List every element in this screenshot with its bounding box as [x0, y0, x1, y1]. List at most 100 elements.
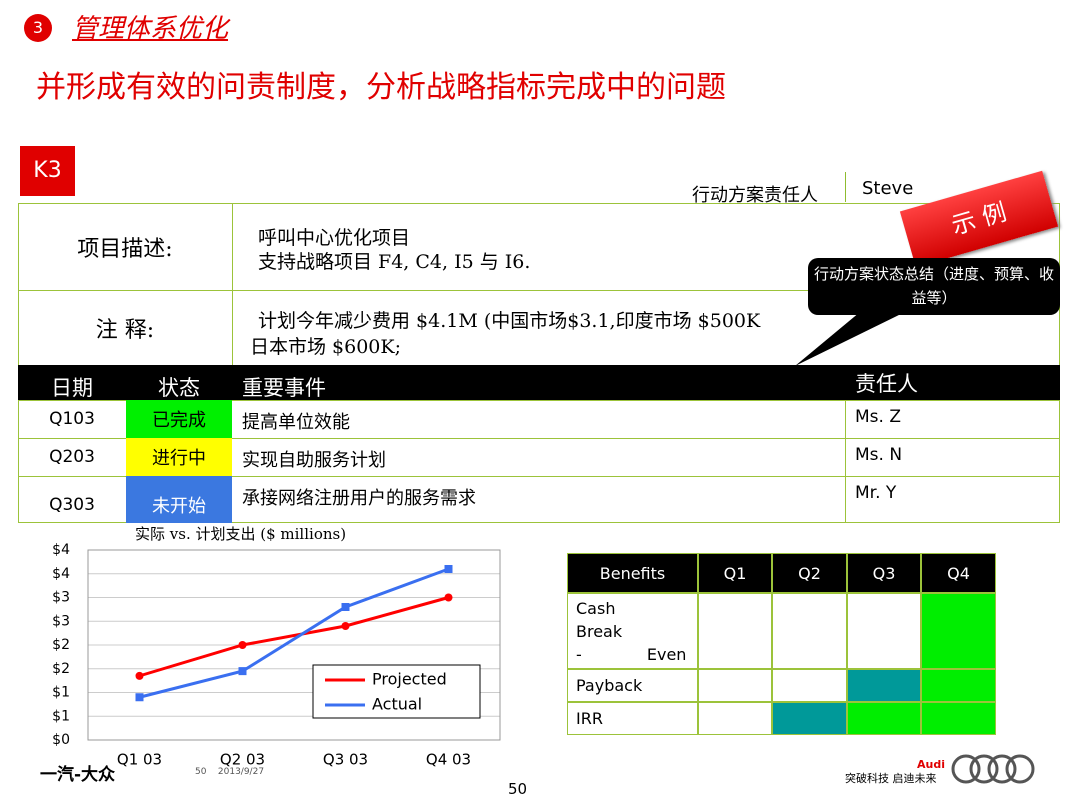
benefit-cell: [698, 593, 772, 669]
row-line: [18, 400, 1060, 401]
benefit-cell: [921, 702, 996, 735]
point: [341, 603, 350, 611]
y-tick-label: $4: [52, 566, 70, 582]
logo-rings: [951, 754, 1035, 784]
page-number: 50: [508, 780, 528, 798]
y-tick-label: $1: [52, 708, 70, 724]
legend-label: Projected: [372, 670, 447, 689]
point: [135, 693, 144, 702]
callout-text: 行动方案状态总结（进度、预算、收益等）: [813, 265, 1054, 307]
y-tick-label: $4: [52, 542, 70, 558]
header-cell: Q4: [921, 553, 996, 593]
row-text: 呼叫中心优化项目 支持战略项目 F4, C4, I5 与 I6.: [258, 226, 530, 274]
header-cell: 重要事件: [242, 375, 326, 400]
event: 承接网络注册用户的服务需求: [242, 488, 476, 509]
point: [135, 671, 144, 680]
header-cell: Q2: [772, 553, 847, 593]
logo-text: Audi: [917, 758, 945, 771]
point: [238, 667, 247, 676]
event: 提高单位效能: [242, 412, 350, 433]
line: 计划今年减少费用 $4.1M (中国市场$3.1,印度市场 $500K: [258, 310, 761, 332]
y-tick-label: $1: [52, 685, 70, 701]
header-cell: 日期: [51, 375, 93, 400]
brand: 一汽-大众: [40, 765, 116, 785]
header-row: [18, 365, 1060, 400]
owner-name: Steve: [862, 178, 914, 199]
project-table: [18, 203, 1060, 523]
status: 已完成: [126, 400, 232, 438]
point: [238, 641, 247, 649]
header-cell: Benefits: [567, 553, 698, 593]
point: [444, 565, 453, 573]
header-cell: Q1: [698, 553, 772, 593]
line: 支持战略项目 F4, C4, I5 与 I6.: [258, 251, 531, 273]
col-line: [232, 203, 233, 365]
line: 日本市场 $600K;: [250, 336, 401, 358]
row-name: Cash Break - Even: [567, 593, 698, 669]
benefit-cell: [772, 593, 847, 669]
benefit-cell: [772, 702, 847, 735]
x-tick-label: Q1 03: [117, 751, 162, 769]
owner: Ms. Z: [855, 407, 901, 427]
row-line: [18, 476, 1060, 477]
callout-pointer: [795, 312, 905, 366]
series-line: [139, 596, 449, 678]
row-text: 计划今年减少费用 $4.1M (中国市场$3.1,印度市场 $500K 日本市场 …: [250, 308, 760, 360]
row-name: IRR: [567, 702, 698, 735]
section-title: 管理体系优化: [72, 14, 229, 44]
section-number: 3: [24, 14, 52, 42]
date: Q103: [49, 409, 95, 429]
point: [444, 593, 453, 602]
benefit-cell: [698, 702, 772, 735]
benefit-cell: [921, 593, 996, 669]
col-line: [845, 438, 846, 476]
header-cell: 状态: [158, 375, 200, 400]
callout-box: [808, 258, 1060, 315]
slogan: 突破科技 启迪未来: [845, 772, 937, 785]
meta: 50 2013/9/27: [195, 767, 265, 777]
status: 进行中: [126, 438, 232, 476]
status: 未开始: [126, 476, 232, 523]
x-tick-label: Q4 03: [426, 751, 471, 769]
owner-label: 行动方案责任人: [692, 185, 818, 206]
event: 实现自助服务计划: [242, 450, 386, 471]
legend: [312, 664, 481, 719]
divider: [845, 172, 846, 202]
plot-frame: [87, 549, 501, 741]
row-line: [18, 290, 1060, 291]
x-tick-label: Q2 03: [220, 751, 265, 769]
y-tick-label: $2: [52, 661, 70, 677]
legend-label: Actual: [372, 695, 422, 714]
header-cell: 责任人: [855, 371, 918, 396]
chart-title: 实际 vs. 计划支出 ($ millions): [135, 525, 347, 543]
benefit-cell: [847, 593, 921, 669]
benefit-cell: [921, 669, 996, 702]
owner: Ms. N: [855, 445, 903, 465]
y-tick-label: $3: [52, 590, 70, 606]
series-line: [139, 567, 450, 699]
y-tick-label: $0: [52, 732, 70, 748]
line: 呼叫中心优化项目: [258, 227, 411, 249]
benefit-cell: [847, 702, 921, 735]
point: [341, 622, 350, 630]
y-tick-label: $3: [52, 613, 70, 629]
benefit-cell: [847, 669, 921, 702]
row-label: 注 释:: [95, 317, 155, 343]
slide-title: 并形成有效的问责制度，分析战略指标完成中的问题: [36, 70, 726, 105]
row-label: 项目描述:: [77, 236, 173, 262]
badge: K3: [20, 146, 75, 196]
benefit-cell: [772, 669, 847, 702]
date: Q203: [49, 447, 95, 467]
benefit-cell: [698, 669, 772, 702]
x-tick-label: Q3 03: [323, 751, 368, 769]
col-line: [845, 476, 846, 523]
col-line: [845, 400, 846, 438]
owner: Mr. Y: [855, 483, 897, 503]
row-name: Payback: [567, 669, 698, 702]
header-cell: Q3: [847, 553, 921, 593]
row-line: [18, 438, 1060, 439]
y-tick-label: $2: [52, 637, 70, 653]
date: Q303: [49, 494, 95, 515]
